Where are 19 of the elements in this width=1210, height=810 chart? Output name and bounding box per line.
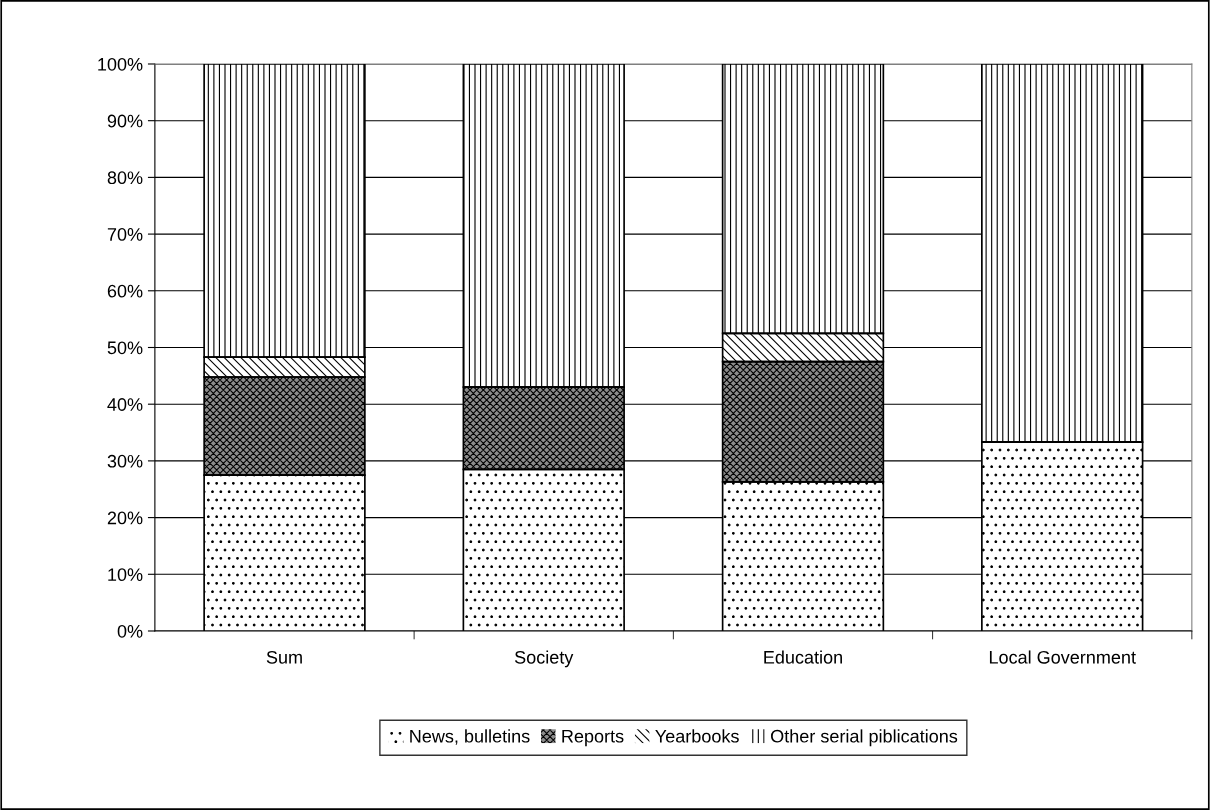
y-tick-label: 90% [107, 114, 143, 128]
y-tick-label: 60% [107, 284, 143, 298]
y-tick-label: 20% [107, 511, 143, 525]
legend-label: Reports [562, 730, 624, 747]
legend-label: News, bulletins [410, 729, 530, 745]
y-tick-label: 0% [117, 624, 143, 638]
x-tick-label: Local Government [989, 650, 1136, 664]
legend-label: Yearbooks [655, 729, 739, 743]
y-tick-label: 40% [107, 398, 143, 411]
y-tick-label: 100% [98, 57, 143, 71]
x-tick-label: Sum [266, 650, 302, 664]
y-tick-label: 10% [108, 568, 143, 582]
x-tick-label: Education [764, 650, 842, 664]
x-tick-label: Society [514, 650, 574, 668]
legend-label: Other serial piblications [771, 729, 958, 747]
y-tick-label: 30% [107, 454, 143, 468]
y-tick-label: 70% [107, 228, 143, 241]
y-tick-label: 80% [107, 171, 143, 185]
y-tick-label: 50% [107, 341, 143, 355]
